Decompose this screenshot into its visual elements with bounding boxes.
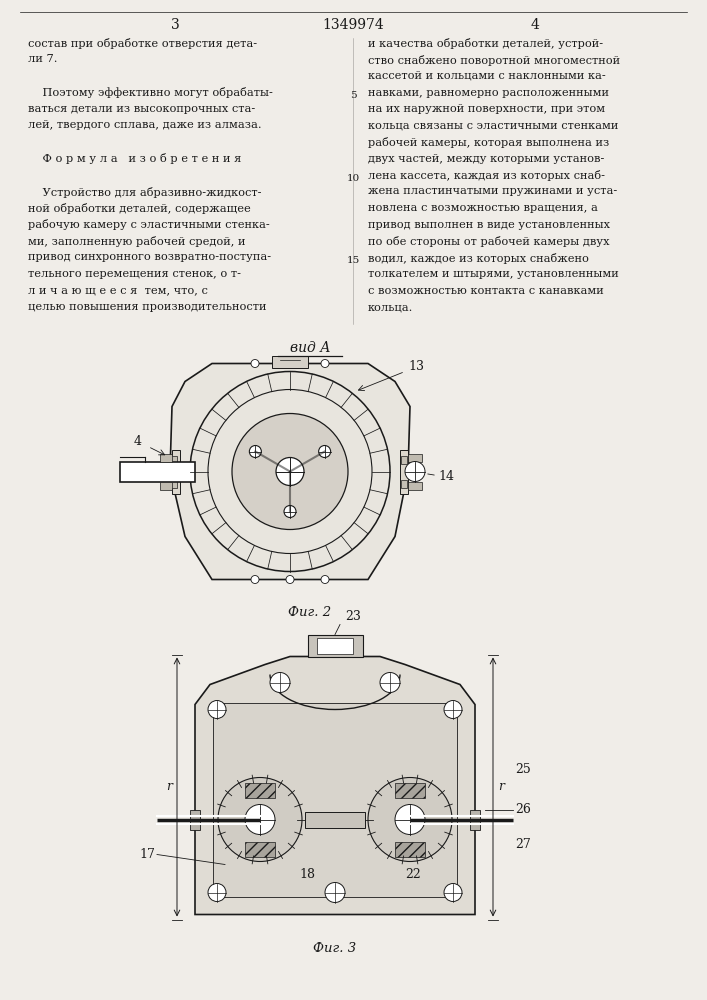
- Text: ми, заполненную рабочей средой, и: ми, заполненную рабочей средой, и: [28, 236, 245, 247]
- Text: Устройство для абразивно-жидкост-: Устройство для абразивно-жидкост-: [28, 186, 262, 198]
- Text: состав при обработке отверстия дета-: состав при обработке отверстия дета-: [28, 38, 257, 49]
- Circle shape: [208, 884, 226, 902]
- Polygon shape: [195, 656, 475, 914]
- Circle shape: [218, 778, 302, 861]
- Text: привод выполнен в виде установленных: привод выполнен в виде установленных: [368, 220, 610, 230]
- Circle shape: [319, 446, 331, 458]
- Text: жена пластинчатыми пружинами и уста-: жена пластинчатыми пружинами и уста-: [368, 186, 617, 196]
- Text: двух частей, между которыми установ-: двух частей, между которыми установ-: [368, 153, 604, 163]
- Bar: [408, 454, 422, 462]
- Bar: [317, 638, 353, 654]
- Text: ной обработки деталей, содержащее: ной обработки деталей, содержащее: [28, 203, 251, 214]
- Text: 18: 18: [299, 868, 315, 881]
- Text: рабочую камеру с эластичными стенка-: рабочую камеру с эластичными стенка-: [28, 220, 270, 231]
- Text: ваться детали из высокопрочных ста-: ваться детали из высокопрочных ста-: [28, 104, 255, 114]
- Text: лей, твердого сплава, даже из алмаза.: лей, твердого сплава, даже из алмаза.: [28, 120, 262, 130]
- Circle shape: [251, 360, 259, 367]
- Text: новлена с возможностью вращения, а: новлена с возможностью вращения, а: [368, 203, 598, 213]
- Text: 15: 15: [346, 256, 360, 265]
- Bar: [408, 482, 422, 489]
- Text: 27: 27: [515, 838, 531, 851]
- Text: рабочей камеры, которая выполнена из: рабочей камеры, которая выполнена из: [368, 137, 609, 148]
- Text: навками, равномерно расположенными: навками, равномерно расположенными: [368, 88, 609, 98]
- Text: 3: 3: [170, 18, 180, 32]
- Text: 22: 22: [405, 868, 421, 881]
- Bar: [401, 480, 407, 488]
- Bar: [400, 450, 408, 493]
- Circle shape: [276, 458, 304, 486]
- Bar: [172, 450, 180, 493]
- Bar: [160, 454, 172, 462]
- Bar: [190, 810, 200, 830]
- Circle shape: [444, 700, 462, 718]
- Circle shape: [444, 884, 462, 902]
- Text: целью повышения производительности: целью повышения производительности: [28, 302, 267, 312]
- Bar: [120, 462, 195, 482]
- Text: л и ч а ю щ е е с я  тем, что, с: л и ч а ю щ е е с я тем, что, с: [28, 286, 208, 296]
- Text: тельного перемещения стенок, о т-: тельного перемещения стенок, о т-: [28, 269, 241, 279]
- Bar: [272, 356, 308, 367]
- Text: Поэтому эффективно могут обрабаты-: Поэтому эффективно могут обрабаты-: [28, 88, 273, 99]
- Circle shape: [251, 576, 259, 584]
- Circle shape: [245, 804, 275, 834]
- Circle shape: [208, 700, 226, 718]
- Text: ство снабжено поворотной многоместной: ство снабжено поворотной многоместной: [368, 54, 620, 66]
- Circle shape: [368, 778, 452, 861]
- Text: 10: 10: [346, 174, 360, 183]
- Circle shape: [270, 672, 290, 692]
- Text: на их наружной поверхности, при этом: на их наружной поверхности, при этом: [368, 104, 605, 114]
- Text: лена кассета, каждая из которых снаб-: лена кассета, каждая из которых снаб-: [368, 170, 605, 181]
- Bar: [245, 842, 275, 856]
- Circle shape: [232, 414, 348, 530]
- Text: 26: 26: [515, 803, 531, 816]
- Text: r: r: [166, 780, 172, 794]
- Circle shape: [395, 804, 425, 834]
- Text: 4: 4: [134, 435, 142, 448]
- Text: ли 7.: ли 7.: [28, 54, 57, 64]
- Text: с возможностью контакта с канавками: с возможностью контакта с канавками: [368, 286, 604, 296]
- Text: 1349974: 1349974: [322, 18, 384, 32]
- Bar: [470, 810, 480, 830]
- Circle shape: [380, 672, 400, 692]
- Circle shape: [405, 462, 425, 482]
- Text: 14: 14: [438, 470, 454, 483]
- Text: r: r: [498, 780, 504, 794]
- Bar: [213, 702, 457, 896]
- Text: по обе стороны от рабочей камеры двух: по обе стороны от рабочей камеры двух: [368, 236, 609, 247]
- Circle shape: [286, 576, 294, 584]
- Bar: [305, 812, 365, 828]
- Text: Фиг. 2: Фиг. 2: [288, 606, 332, 619]
- Polygon shape: [170, 363, 410, 580]
- Text: Фиг. 3: Фиг. 3: [313, 942, 356, 956]
- Circle shape: [325, 882, 345, 902]
- Text: вид А: вид А: [290, 342, 330, 356]
- Text: 25: 25: [515, 763, 531, 776]
- Bar: [395, 842, 425, 856]
- Text: 23: 23: [345, 609, 361, 622]
- Text: 4: 4: [530, 18, 539, 32]
- Text: кассетой и кольцами с наклонными ка-: кассетой и кольцами с наклонными ка-: [368, 71, 606, 81]
- Bar: [171, 456, 177, 464]
- Circle shape: [250, 446, 262, 458]
- Text: толкателем и штырями, установленными: толкателем и штырями, установленными: [368, 269, 619, 279]
- Bar: [395, 782, 425, 798]
- Text: 17: 17: [139, 848, 155, 861]
- Text: Ф о р м у л а   и з о б р е т е н и я: Ф о р м у л а и з о б р е т е н и я: [28, 153, 241, 164]
- Circle shape: [321, 576, 329, 584]
- Bar: [401, 456, 407, 464]
- Text: привод синхронного возвратно-поступа-: привод синхронного возвратно-поступа-: [28, 252, 271, 262]
- Text: 13: 13: [408, 360, 424, 373]
- Bar: [160, 482, 172, 489]
- Text: водил, каждое из которых снабжено: водил, каждое из которых снабжено: [368, 252, 589, 263]
- Bar: [245, 782, 275, 798]
- Text: и качества обработки деталей, устрой-: и качества обработки деталей, устрой-: [368, 38, 603, 49]
- Circle shape: [321, 360, 329, 367]
- Circle shape: [284, 506, 296, 518]
- Text: кольца.: кольца.: [368, 302, 414, 312]
- Bar: [308, 635, 363, 656]
- Text: кольца связаны с эластичными стенками: кольца связаны с эластичными стенками: [368, 120, 619, 130]
- Circle shape: [286, 360, 294, 367]
- Bar: [171, 480, 177, 488]
- Text: 5: 5: [350, 91, 356, 100]
